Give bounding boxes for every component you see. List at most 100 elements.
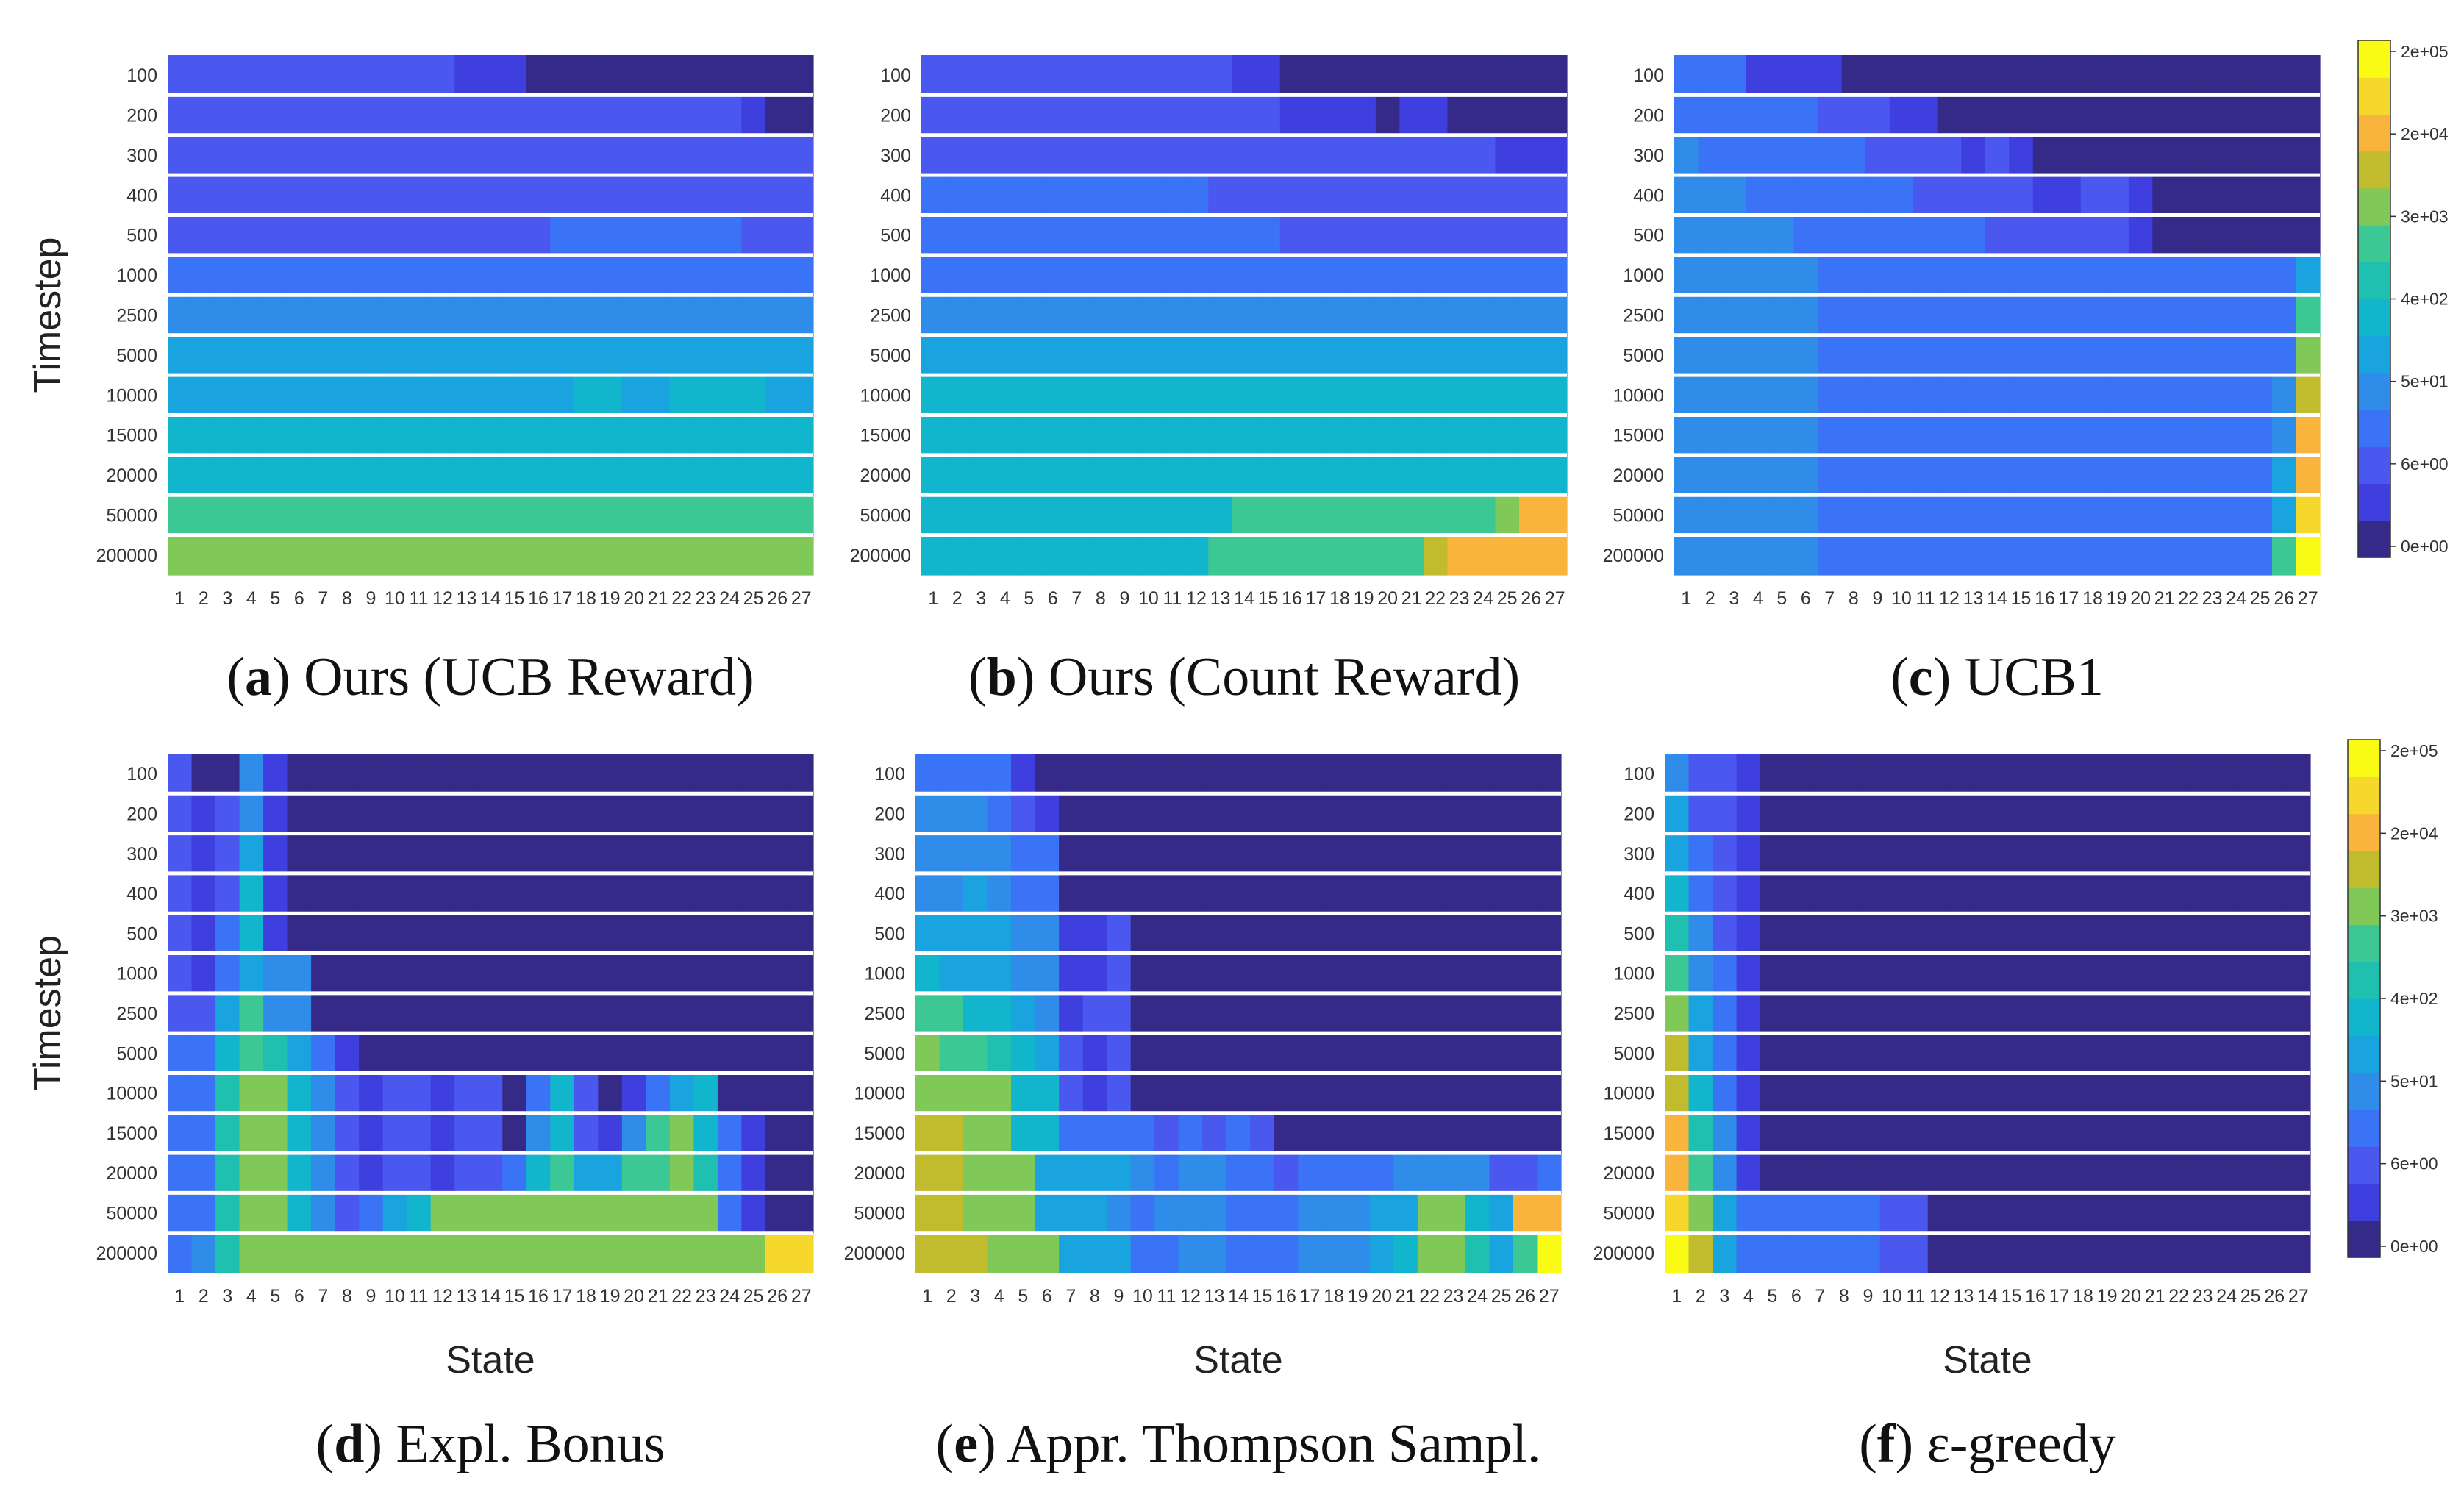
heatmap-cell: [478, 1232, 503, 1273]
heatmap-cell: [1471, 215, 1496, 256]
heatmap-cell: [1951, 1193, 1976, 1234]
colorbar-segment: [2358, 446, 2390, 485]
heatmap-cell: [1160, 215, 1185, 256]
heatmap-cell: [168, 873, 193, 914]
heatmap-cell: [1688, 833, 1713, 874]
heatmap-cell: [311, 993, 336, 1034]
heatmap-cell: [1346, 993, 1371, 1034]
heatmap-cell: [2262, 1193, 2288, 1234]
heatmap-cell: [2143, 1193, 2168, 1234]
heatmap-cell: [1999, 1193, 2024, 1234]
x-tick-label: 20: [1377, 588, 1398, 609]
heatmap-cell: [215, 1232, 240, 1273]
heatmap-cell: [1975, 833, 2000, 874]
heatmap-cell: [2032, 375, 2057, 416]
heatmap-cell: [526, 135, 551, 176]
y-tick-label: 200000: [1593, 1243, 1654, 1264]
heatmap-cell: [2032, 535, 2057, 576]
panel-a: 1002003004005001000250050001000015000200…: [26, 55, 814, 707]
heatmap-cell: [1226, 793, 1251, 835]
heatmap-cell: [382, 95, 407, 136]
heatmap-cell: [2143, 1073, 2168, 1114]
heatmap-cell: [1417, 1232, 1443, 1273]
heatmap-cell: [669, 495, 695, 536]
y-tick-label: 300: [1633, 146, 1664, 166]
heatmap-cell: [1017, 175, 1042, 216]
heatmap-cell: [430, 335, 455, 376]
heatmap-cell: [987, 873, 1012, 914]
heatmap-cell: [1465, 793, 1490, 835]
heatmap-cell: [2080, 535, 2105, 576]
heatmap-cell: [335, 1153, 360, 1193]
heatmap-cell: [263, 175, 288, 216]
heatmap-cell: [1465, 1112, 1490, 1154]
y-tick-label: 5000: [870, 346, 911, 366]
heatmap-cell: [741, 754, 766, 794]
heatmap-cell: [1736, 1193, 1761, 1234]
heatmap-cell: [646, 175, 671, 216]
x-tick-label: 3: [976, 588, 986, 609]
heatmap-cell: [2032, 135, 2057, 176]
heatmap-cell: [2143, 793, 2168, 835]
heatmap-cell: [263, 913, 288, 954]
heatmap-cell: [1441, 754, 1466, 794]
heatmap-cell: [1393, 754, 1418, 794]
heatmap-cell: [598, 1073, 623, 1114]
colorbar-tick-label: 0e+00: [2401, 537, 2449, 556]
heatmap-cell: [969, 415, 994, 456]
x-tick-label: 21: [1396, 1286, 1416, 1307]
heatmap-cell: [646, 495, 671, 536]
heatmap-cell: [2200, 535, 2225, 576]
heatmap-cell: [1889, 135, 1914, 176]
heatmap-cell: [359, 535, 384, 576]
y-tick-label: 20000: [1613, 465, 1664, 486]
heatmap-cell: [2152, 175, 2177, 216]
heatmap-cell: [1674, 375, 1699, 416]
heatmap-cell: [168, 1033, 193, 1074]
heatmap-cell: [741, 913, 766, 954]
heatmap-cell: [2200, 375, 2225, 416]
heatmap-cell: [526, 175, 551, 216]
heatmap-cell: [765, 913, 790, 954]
heatmap-cell: [287, 793, 312, 835]
heatmap-cell: [1279, 535, 1304, 576]
heatmap-cell: [1136, 55, 1161, 96]
heatmap-cell: [717, 1232, 743, 1273]
x-tick-label: 7: [318, 1286, 328, 1307]
heatmap-cell: [1999, 833, 2024, 874]
x-tick-label: 23: [1449, 588, 1470, 609]
heatmap-cell: [2262, 833, 2288, 874]
heatmap-cell: [1274, 953, 1299, 994]
heatmap-cell: [1346, 1153, 1371, 1193]
heatmap-cell: [765, 793, 790, 835]
heatmap-cell: [478, 754, 503, 794]
colorbar-segment: [2348, 1072, 2380, 1110]
heatmap-cell: [1346, 953, 1371, 994]
heatmap-cell: [2286, 913, 2311, 954]
heatmap-cell: [1879, 1112, 1904, 1154]
heatmap-cell: [263, 1033, 288, 1074]
heatmap-cell: [215, 454, 240, 496]
heatmap-cell: [1107, 1193, 1132, 1234]
heatmap-cell: [2080, 295, 2105, 336]
heatmap-cell: [574, 913, 599, 954]
heatmap-cell: [191, 335, 216, 376]
heatmap-cell: [1160, 55, 1185, 96]
x-tick-label: 27: [791, 588, 812, 609]
heatmap-cell: [2128, 55, 2153, 96]
x-tick-label: 3: [1729, 588, 1739, 609]
heatmap-cell: [1961, 335, 1986, 376]
heatmap-cell: [239, 1112, 264, 1154]
y-tick-label: 1000: [116, 964, 157, 985]
heatmap-cell: [550, 754, 575, 794]
heatmap-cell: [407, 1112, 432, 1154]
heatmap-cell: [1184, 95, 1209, 136]
heatmap-cell: [1226, 1232, 1251, 1273]
x-tick-label: 22: [1419, 1286, 1440, 1307]
heatmap-cell: [430, 953, 455, 994]
heatmap-cell: [987, 1193, 1012, 1234]
heatmap-cell: [789, 335, 814, 376]
heatmap-cell: [963, 833, 988, 874]
heatmap-cell: [2152, 415, 2177, 456]
x-tick-label: 1: [1671, 1286, 1682, 1307]
